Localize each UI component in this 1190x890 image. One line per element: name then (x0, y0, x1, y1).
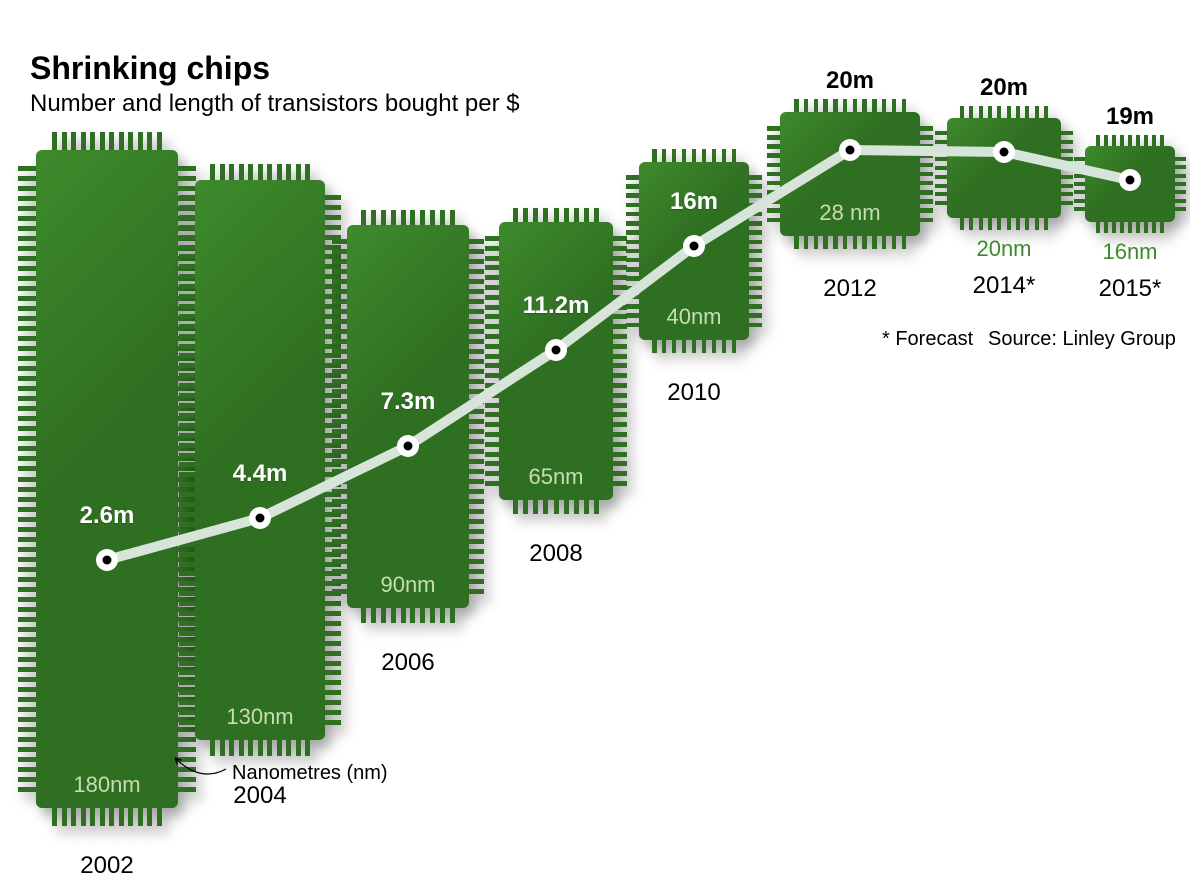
transistor-count-label: 11.2m (523, 292, 590, 320)
year-label: 2012 (823, 275, 876, 303)
year-label: 2015* (1099, 275, 1162, 303)
year-label: 2014* (973, 272, 1036, 300)
year-label: 2006 (381, 649, 434, 677)
chip (947, 118, 1061, 218)
nm-label: 90nm (380, 572, 435, 598)
chip (36, 150, 178, 808)
year-label: 2008 (529, 540, 582, 568)
chart-stage: Shrinking chips Number and length of tra… (0, 0, 1190, 890)
chip (1085, 146, 1175, 222)
year-label: 2002 (80, 852, 133, 880)
chart-title: Shrinking chips (30, 50, 270, 87)
nm-label: 40nm (666, 304, 721, 330)
chip (347, 225, 469, 608)
year-label: 2010 (667, 379, 720, 407)
transistor-count-label: 20m (980, 74, 1028, 102)
chip-body (36, 150, 178, 808)
nm-label: 130nm (226, 704, 293, 730)
transistor-count-label: 4.4m (233, 460, 288, 488)
chip-body (947, 118, 1061, 218)
year-label: 2004 (233, 782, 286, 810)
chip-body (499, 222, 613, 500)
chip-body (1085, 146, 1175, 222)
forecast-note: * Forecast (882, 328, 973, 351)
transistor-count-label: 7.3m (381, 388, 436, 416)
transistor-count-label: 19m (1106, 103, 1154, 131)
transistor-count-label: 16m (670, 188, 718, 216)
source-note: Source: Linley Group (988, 328, 1176, 351)
nm-label: 20nm (976, 236, 1031, 262)
nm-label: 65nm (528, 464, 583, 490)
nm-label: 180nm (73, 772, 140, 798)
chart-subtitle: Number and length of transistors bought … (30, 90, 520, 118)
nm-label: 28 nm (819, 200, 880, 226)
nm-label: 16nm (1102, 239, 1157, 265)
transistor-count-label: 2.6m (80, 502, 135, 530)
chip-body (347, 225, 469, 608)
chip (499, 222, 613, 500)
transistor-count-label: 20m (826, 67, 874, 95)
